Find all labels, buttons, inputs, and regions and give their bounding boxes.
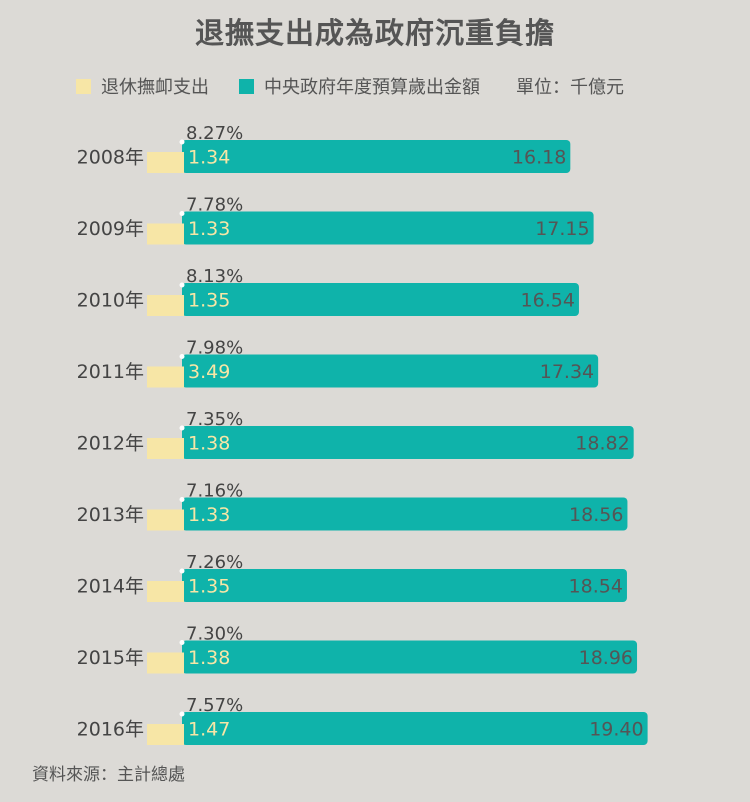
budget-bar — [182, 712, 648, 745]
category-label: 2016年 — [77, 719, 144, 741]
pension-bar — [147, 724, 184, 745]
legend-label-pension: 退休撫卹支出 — [101, 77, 209, 98]
percentage-label: 7.98% — [186, 338, 243, 359]
budget-value-label: 17.34 — [540, 361, 594, 383]
percentage-marker — [179, 568, 185, 574]
pension-value-label: 1.33 — [188, 504, 230, 526]
source-note: 資料來源：主計總處 — [32, 765, 185, 785]
percentage-marker — [179, 354, 185, 359]
percentage-marker — [179, 640, 185, 645]
category-label: 2015年 — [77, 647, 144, 669]
legend-swatch-pension — [76, 78, 91, 94]
budget-value-label: 18.82 — [575, 433, 629, 455]
legend-item-budget: 中央政府年度預算歲出金額 — [239, 73, 480, 99]
budget-bar — [182, 283, 579, 316]
percentage-label: 8.27% — [186, 123, 243, 144]
category-label: 2012年 — [77, 433, 144, 455]
percentage-label: 7.26% — [186, 552, 243, 573]
legend: 退休撫卹支出 中央政府年度預算歲出金額 單位：千億元 — [76, 73, 624, 99]
percentage-marker — [179, 497, 185, 502]
pension-bar — [147, 152, 184, 173]
pension-value-label: 1.34 — [188, 147, 230, 169]
percentage-label: 7.30% — [186, 624, 243, 645]
legend-item-pension: 退休撫卹支出 — [76, 73, 209, 99]
pension-value-label: 1.38 — [188, 647, 230, 669]
budget-value-label: 18.54 — [569, 576, 623, 598]
category-label: 2011年 — [77, 361, 144, 383]
budget-value-label: 18.96 — [579, 647, 633, 669]
percentage-label: 7.78% — [186, 195, 243, 216]
budget-bar — [182, 354, 599, 388]
legend-swatch-budget — [239, 78, 254, 94]
budget-value-label: 18.56 — [569, 504, 623, 526]
pension-value-label: 1.38 — [188, 433, 230, 455]
budget-bar — [182, 211, 594, 245]
budget-value-label: 17.15 — [535, 218, 589, 240]
budget-bar — [182, 569, 627, 602]
budget-value-label: 19.40 — [589, 719, 643, 741]
budget-bar — [182, 497, 628, 531]
pension-bar — [147, 366, 184, 388]
category-label: 2014年 — [77, 576, 144, 598]
budget-bar — [182, 640, 638, 674]
budget-value-label: 16.18 — [512, 147, 566, 169]
legend-label-budget: 中央政府年度預算歲出金額 — [264, 77, 480, 98]
percentage-label: 7.57% — [186, 695, 243, 716]
percentage-marker — [179, 282, 185, 288]
budget-bar — [182, 140, 571, 173]
percentage-marker — [179, 139, 185, 145]
pension-bar — [147, 581, 184, 602]
pension-bar — [147, 295, 184, 316]
budget-value-label: 16.54 — [521, 290, 575, 312]
percentage-label: 7.35% — [186, 409, 243, 430]
chart-title: 退撫支出成為政府沉重負擔 — [194, 16, 555, 50]
percentage-marker — [179, 711, 185, 717]
percentage-label: 8.13% — [186, 266, 243, 287]
pension-value-label: 1.35 — [188, 576, 230, 598]
pension-bar — [147, 223, 184, 245]
percentage-label: 7.16% — [186, 481, 243, 502]
pension-value-label: 3.49 — [188, 361, 230, 383]
pension-bar — [147, 438, 184, 459]
category-label: 2010年 — [77, 290, 144, 312]
percentage-marker — [179, 425, 185, 431]
unit-label: 單位：千億元 — [516, 77, 624, 98]
budget-bar — [182, 426, 634, 459]
pension-bar — [147, 652, 184, 674]
pension-value-label: 1.35 — [188, 290, 230, 312]
pension-value-label: 1.47 — [188, 719, 230, 741]
category-label: 2008年 — [77, 147, 144, 169]
category-label: 2013年 — [77, 504, 144, 526]
percentage-marker — [179, 211, 185, 216]
pension-bar — [147, 509, 184, 531]
pension-value-label: 1.33 — [188, 218, 230, 240]
category-label: 2009年 — [77, 218, 144, 240]
